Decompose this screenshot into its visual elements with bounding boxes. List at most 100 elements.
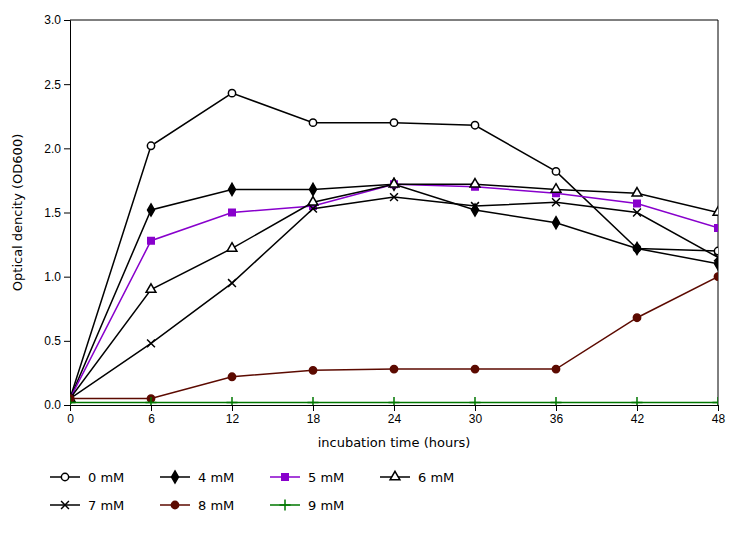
point (471, 365, 478, 372)
line (70, 184, 718, 398)
legend-entry: 0 mM (50, 470, 124, 485)
tick: 2.0 (44, 142, 70, 156)
point (388, 397, 399, 405)
tick-label: 30 (469, 412, 483, 426)
point (226, 397, 237, 405)
point (632, 188, 642, 197)
point (714, 253, 718, 261)
tick-label: 2.0 (44, 142, 61, 156)
series (70, 181, 718, 402)
point (633, 209, 641, 217)
series (70, 178, 718, 404)
tick-mark (394, 405, 395, 411)
point (309, 205, 317, 213)
point (634, 200, 640, 206)
tick: 42 (631, 405, 645, 426)
axis-line (71, 406, 719, 412)
point (70, 397, 76, 405)
tick-mark (64, 213, 70, 214)
point (553, 217, 560, 229)
legend-label: 7 mM (88, 498, 124, 513)
tick: 24 (388, 405, 402, 426)
line (70, 197, 718, 398)
point (147, 142, 154, 149)
point (551, 184, 561, 193)
tick-label: 36 (550, 412, 564, 426)
point (390, 193, 398, 201)
tick-label: 1.5 (44, 206, 61, 220)
point (228, 279, 236, 287)
tick-mark (556, 405, 557, 411)
tick-mark (151, 405, 152, 411)
tick-label: 1.0 (44, 270, 61, 284)
point (145, 397, 156, 405)
legend-marker (172, 471, 179, 483)
point (552, 168, 559, 175)
point (713, 207, 718, 216)
tick-mark (232, 405, 233, 411)
line (70, 184, 718, 398)
point (712, 397, 718, 405)
tick: 0.0 (44, 398, 70, 412)
tick-label: 6 (148, 412, 155, 426)
legend-marker (61, 473, 68, 480)
series (70, 273, 718, 402)
tick-label: 42 (631, 412, 645, 426)
point (552, 198, 560, 206)
line (70, 184, 718, 398)
tick: 18 (307, 405, 321, 426)
series (70, 397, 718, 405)
tick-mark (64, 405, 70, 406)
point (634, 242, 641, 254)
point (389, 179, 399, 188)
tick-mark (637, 405, 638, 411)
legend-marker (282, 474, 288, 480)
point (471, 202, 479, 210)
point (309, 119, 316, 126)
tick: 1.5 (44, 206, 70, 220)
point (471, 122, 478, 129)
point (714, 273, 718, 280)
tick: 6 (148, 405, 155, 426)
point (310, 183, 317, 195)
point (309, 367, 316, 374)
legend-label: 8 mM (198, 498, 234, 513)
point (390, 119, 397, 126)
tick: 3.0 (44, 13, 70, 27)
legend-entry: 7 mM (50, 498, 124, 513)
frame (70, 20, 718, 21)
series (70, 179, 718, 402)
tick: 1.0 (44, 270, 70, 284)
point (148, 204, 155, 216)
tick-mark (64, 277, 70, 278)
tick: 48 (712, 405, 726, 426)
tick-label: 2.5 (44, 78, 61, 92)
legend-entry: 4 mM (160, 470, 234, 485)
point (470, 179, 480, 188)
point (148, 237, 154, 243)
tick-mark (64, 148, 70, 149)
legend-marker (279, 499, 290, 510)
axis-line (64, 21, 71, 406)
point (552, 365, 559, 372)
chart: 06121824303642480.00.51.01.52.02.53.0inc… (0, 0, 742, 545)
tick-label: 12 (226, 412, 240, 426)
point (469, 397, 480, 405)
tick-label: 3.0 (44, 13, 61, 27)
legend-label: 4 mM (198, 470, 234, 485)
legend-entry: 8 mM (160, 498, 234, 513)
line (70, 277, 718, 399)
legend-label: 6 mM (418, 470, 454, 485)
tick-label: 18 (307, 412, 321, 426)
point (228, 89, 235, 96)
legend-marker (61, 501, 69, 509)
series-group (70, 89, 718, 405)
series (70, 193, 718, 402)
tick-label: 48 (712, 412, 726, 426)
point (308, 197, 318, 206)
tick: 36 (550, 405, 564, 426)
tick-label: 24 (388, 412, 402, 426)
point (229, 209, 235, 215)
legend-label: 5 mM (308, 470, 344, 485)
point (146, 284, 156, 293)
